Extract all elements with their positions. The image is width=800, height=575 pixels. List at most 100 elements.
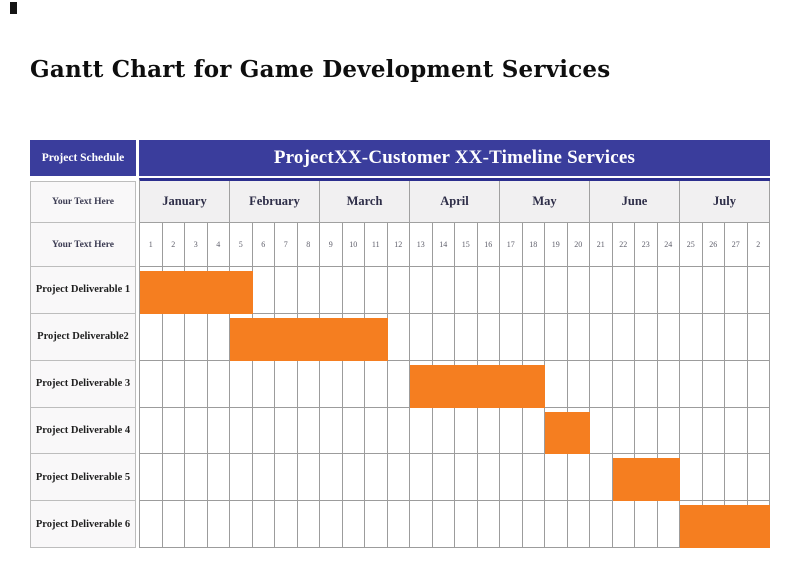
grid-cell bbox=[725, 454, 748, 502]
grid-cell bbox=[545, 360, 568, 408]
grid-cell bbox=[207, 313, 230, 361]
grid-cell bbox=[500, 267, 523, 314]
task-grid bbox=[139, 501, 770, 549]
grid-cell bbox=[230, 360, 253, 408]
task-label: Project Deliverable 1 bbox=[30, 267, 136, 314]
month-row-label-cell: Your Text Here bbox=[30, 181, 136, 223]
day-row-label-cell: Your Text Here bbox=[30, 223, 136, 267]
grid-cell bbox=[680, 454, 703, 502]
grid-cell bbox=[342, 407, 365, 455]
grid-cell bbox=[590, 454, 613, 502]
gantt-table: Project Schedule ProjectXX-Customer XX-T… bbox=[30, 140, 770, 549]
day-cell: 16 bbox=[477, 223, 500, 267]
grid-cell bbox=[185, 313, 208, 361]
grid-cell bbox=[140, 407, 163, 455]
grid-cell bbox=[162, 454, 185, 502]
grid-cell bbox=[522, 501, 545, 549]
task-label: Project Deliverable 4 bbox=[30, 407, 136, 455]
grid-cell bbox=[612, 501, 635, 549]
grid-cell bbox=[725, 360, 748, 408]
day-cell: 21 bbox=[590, 223, 613, 267]
grid-cell bbox=[185, 407, 208, 455]
grid-cell bbox=[342, 454, 365, 502]
grid-cell bbox=[320, 267, 343, 314]
grid-cell bbox=[590, 407, 613, 455]
day-cell: 5 bbox=[230, 223, 253, 267]
day-grid: 1 2 3 4 5 6 7 8 9 10 11 12 13 14 15 16 17 18 19 20 21 22 23 24 2… bbox=[139, 223, 770, 267]
gantt-bar bbox=[140, 271, 253, 314]
grid-cell bbox=[567, 360, 590, 408]
grid-cell bbox=[252, 454, 275, 502]
grid-cell bbox=[477, 454, 500, 502]
day-cell: 26 bbox=[702, 223, 725, 267]
grid-cell bbox=[635, 407, 658, 455]
grid-cell bbox=[657, 501, 680, 549]
grid-cell bbox=[545, 313, 568, 361]
grid-cell bbox=[275, 267, 298, 314]
month-cell: July bbox=[680, 181, 770, 222]
grid-cell bbox=[680, 407, 703, 455]
grid-cell bbox=[230, 454, 253, 502]
day-cell: 23 bbox=[635, 223, 658, 267]
grid-cell bbox=[365, 454, 388, 502]
grid-cell bbox=[387, 267, 410, 314]
grid-cell bbox=[320, 360, 343, 408]
gantt-bar bbox=[410, 364, 545, 408]
day-cell: 13 bbox=[410, 223, 433, 267]
grid-cell bbox=[365, 360, 388, 408]
task-grid bbox=[139, 360, 770, 408]
grid-cell bbox=[275, 501, 298, 549]
grid-cell bbox=[162, 360, 185, 408]
day-cell: 17 bbox=[500, 223, 523, 267]
task-grid bbox=[139, 407, 770, 455]
grid-cell bbox=[297, 454, 320, 502]
month-cell: April bbox=[410, 181, 500, 222]
grid-cell bbox=[410, 501, 433, 549]
grid-cell bbox=[365, 267, 388, 314]
day-cell: 19 bbox=[545, 223, 568, 267]
day-row: Your Text Here 1 2 3 4 5 6 7 8 9 10 11 12 13 14 15 16 17… bbox=[30, 223, 770, 267]
grid-cell bbox=[635, 501, 658, 549]
grid-cell bbox=[747, 360, 770, 408]
task-label: Project Deliverable 3 bbox=[30, 360, 136, 408]
grid-cell bbox=[477, 407, 500, 455]
grid-cell bbox=[140, 313, 163, 361]
day-cell: 7 bbox=[275, 223, 298, 267]
grid-cell bbox=[455, 313, 478, 361]
day-cell: 14 bbox=[432, 223, 455, 267]
grid-cell bbox=[725, 267, 748, 314]
grid-cell bbox=[410, 454, 433, 502]
project-schedule-cell: Project Schedule bbox=[30, 140, 136, 176]
grid-cell bbox=[365, 501, 388, 549]
task-grid bbox=[139, 267, 770, 314]
grid-cell bbox=[725, 407, 748, 455]
grid-cell bbox=[500, 407, 523, 455]
grid-cell bbox=[297, 407, 320, 455]
task-label: Project Deliverable2 bbox=[30, 313, 136, 361]
grid-cell bbox=[252, 267, 275, 314]
grid-cell bbox=[612, 360, 635, 408]
grid-cell bbox=[342, 501, 365, 549]
grid-cell bbox=[657, 360, 680, 408]
day-cell: 27 bbox=[725, 223, 748, 267]
day-cell: 18 bbox=[522, 223, 545, 267]
grid-cell bbox=[455, 407, 478, 455]
grid-cell bbox=[185, 454, 208, 502]
grid-cell bbox=[162, 407, 185, 455]
grid-cell bbox=[230, 407, 253, 455]
grid-cell bbox=[612, 407, 635, 455]
day-cell: 10 bbox=[342, 223, 365, 267]
grid-cell bbox=[432, 267, 455, 314]
grid-cell bbox=[140, 360, 163, 408]
grid-cell bbox=[567, 501, 590, 549]
grid-cell bbox=[140, 501, 163, 549]
grid-cell bbox=[545, 454, 568, 502]
grid-cell bbox=[590, 360, 613, 408]
day-cell: 3 bbox=[185, 223, 208, 267]
grid-cell bbox=[477, 267, 500, 314]
day-cell: 8 bbox=[297, 223, 320, 267]
grid-cell bbox=[522, 267, 545, 314]
grid-cell bbox=[162, 501, 185, 549]
grid-cell bbox=[455, 454, 478, 502]
month-cell: January bbox=[140, 181, 230, 222]
